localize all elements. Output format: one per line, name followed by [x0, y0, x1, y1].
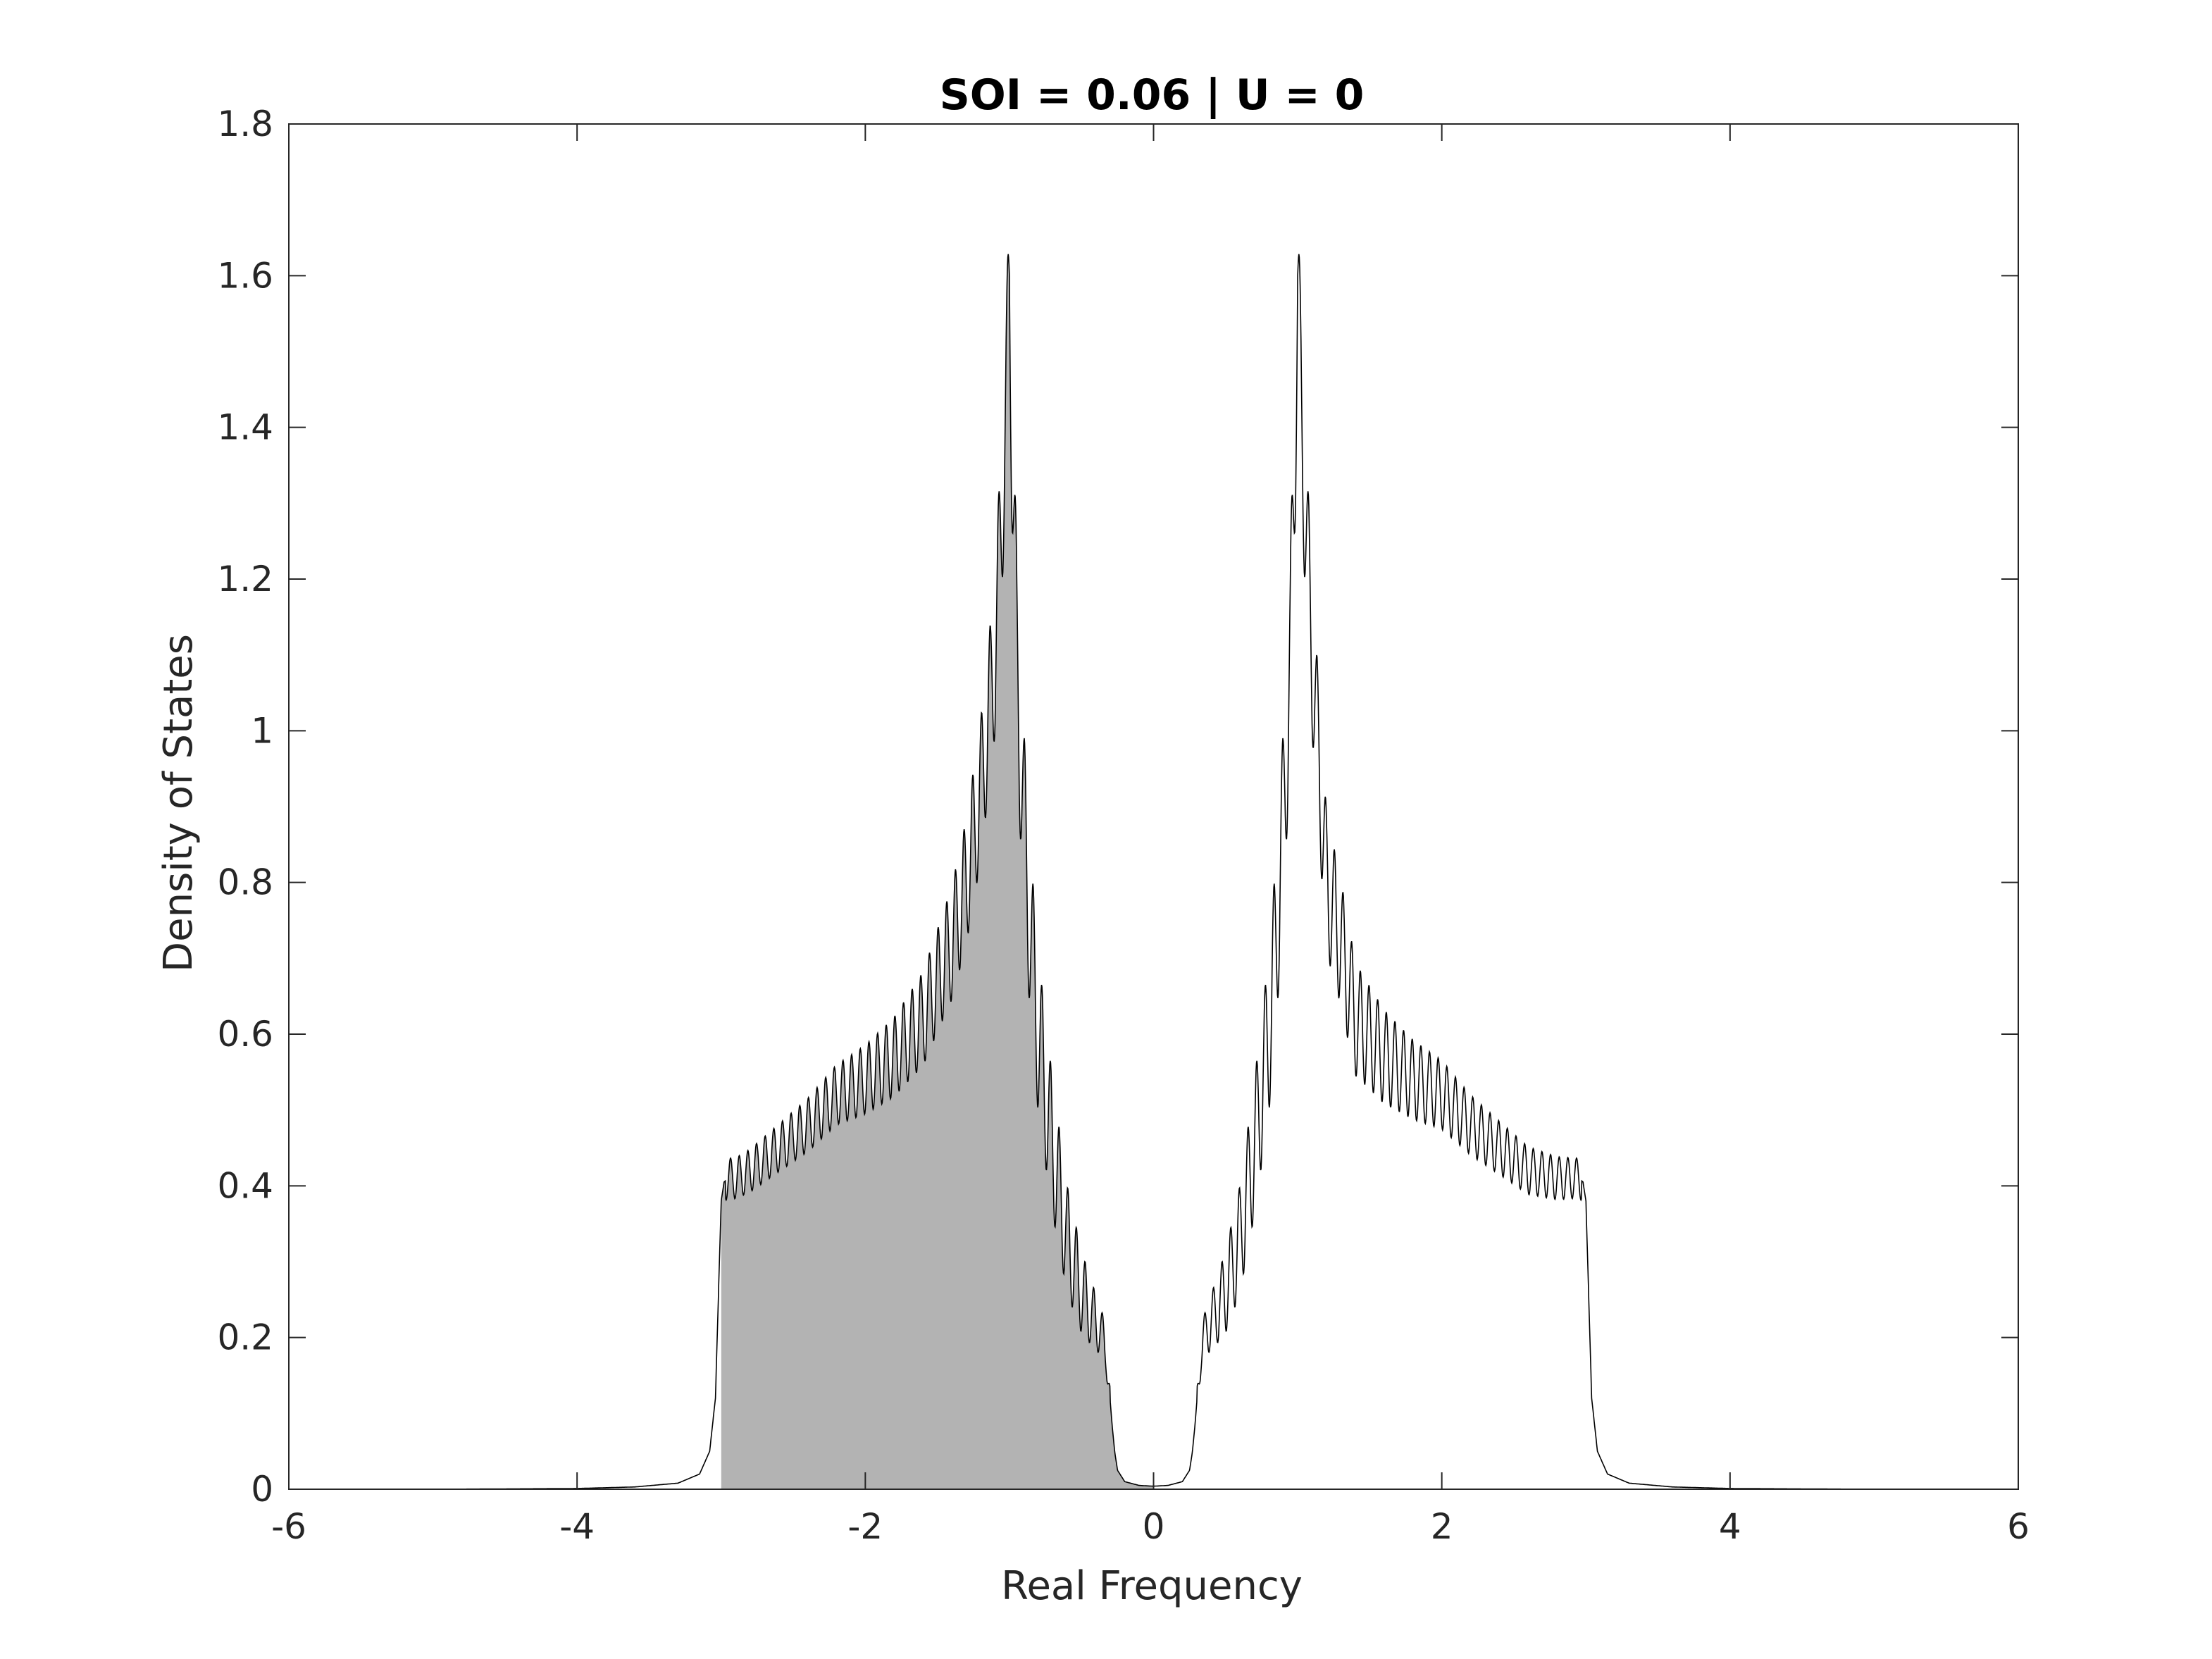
y-tick-label: 1.2 [217, 559, 273, 599]
x-tick-label: -2 [847, 1506, 883, 1547]
x-tick-label: -6 [271, 1506, 306, 1547]
y-tick-label: 0 [251, 1469, 273, 1510]
x-tick-label: 2 [1431, 1506, 1453, 1547]
y-tick-label: 1.4 [217, 407, 273, 448]
y-tick-label: 1.6 [217, 255, 273, 296]
x-tick-label: 6 [2007, 1506, 2030, 1547]
y-tick-label: 1.8 [217, 104, 273, 144]
occupied-states-area [721, 254, 1154, 1490]
y-tick-label: 1 [251, 710, 273, 751]
x-tick-label: 0 [1143, 1506, 1165, 1547]
chart-title: SOI = 0.06 | U = 0 [940, 70, 1365, 120]
y-axis-label: Density of States [156, 634, 201, 972]
y-tick-label: 0.8 [217, 862, 273, 903]
x-tick-label: -4 [559, 1506, 595, 1547]
y-tick-label: 0.6 [217, 1014, 273, 1055]
x-tick-label: 4 [1719, 1506, 1741, 1547]
plot-area: -6 -4 -2 0 2 4 6 0 0.2 0.4 0.6 0.8 1 1.2 1.4 1.6 1.8 [217, 104, 2029, 1547]
y-tick-label: 0.4 [217, 1165, 273, 1206]
x-axis-label: Real Frequency [1001, 1563, 1303, 1609]
y-tick-label: 0.2 [217, 1317, 273, 1358]
